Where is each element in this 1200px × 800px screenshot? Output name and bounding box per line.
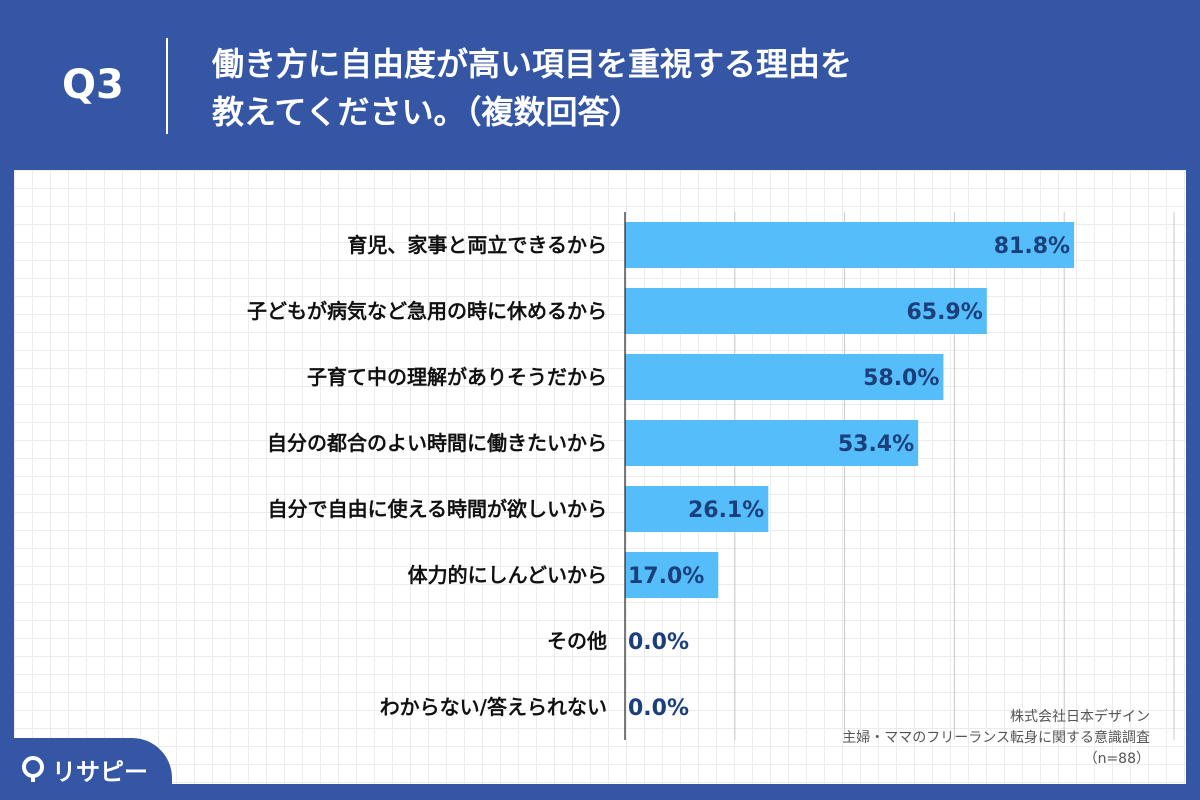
value-label: 81.8% <box>994 234 1070 259</box>
bar <box>625 420 919 466</box>
category-label: 子どもが病気など急用の時に休めるから <box>247 299 607 323</box>
brand-logo-text: リサピー <box>52 758 148 786</box>
header-divider <box>166 38 168 134</box>
value-label: 0.0% <box>628 630 689 655</box>
value-label: 0.0% <box>628 696 689 721</box>
source-sample: （n=88） <box>1083 751 1150 767</box>
bar <box>625 552 719 598</box>
bar <box>625 486 769 532</box>
bar <box>625 354 944 400</box>
category-label: 自分の都合のよい時間に働きたいから <box>267 431 607 455</box>
category-label: 子育て中の理解がありそうだから <box>307 365 607 389</box>
bar-chart: 育児、家事と両立できるから 81.8% 子どもが病気など急用の時に休めるから 65.9… <box>247 212 1175 740</box>
value-label: 58.0% <box>863 366 939 391</box>
question-title-line-1: 働き方に自由度が高い項目を重視する理由を <box>212 45 853 83</box>
question-label: Q3 <box>62 62 124 108</box>
value-label: 26.1% <box>688 498 764 523</box>
category-label: 体力的にしんどいから <box>408 563 607 587</box>
category-label: わからない/答えられない <box>380 695 607 719</box>
category-label: 自分で自由に使える時間が欲しいから <box>268 497 607 521</box>
source-company: 株式会社日本デザイン <box>1010 709 1150 725</box>
value-label: 65.9% <box>906 300 982 325</box>
category-label: 育児、家事と両立できるから <box>347 233 607 257</box>
value-label: 53.4% <box>838 432 914 457</box>
category-label: その他 <box>547 629 607 653</box>
header: Q3 働き方に自由度が高い項目を重視する理由を 教えてください。（複数回答） <box>0 0 1200 170</box>
chart-panel: 育児、家事と両立できるから 81.8% 子どもが病気など急用の時に休めるから 65.9… <box>14 170 1186 784</box>
question-title-line-2: 教えてください。（複数回答） <box>212 93 642 131</box>
bar <box>625 222 1075 268</box>
pin-icon <box>22 756 44 782</box>
brand-logo: リサピー <box>0 738 172 800</box>
question-title: 働き方に自由度が高い項目を重視する理由を 教えてください。（複数回答） <box>212 40 1112 136</box>
source-survey: 主婦・ママのフリーランス転身に関する意識調査 <box>842 730 1150 746</box>
source-note: 株式会社日本デザイン 主婦・ママのフリーランス転身に関する意識調査 （n=88） <box>842 707 1150 770</box>
bar <box>625 288 987 334</box>
value-label: 17.0% <box>628 564 704 589</box>
